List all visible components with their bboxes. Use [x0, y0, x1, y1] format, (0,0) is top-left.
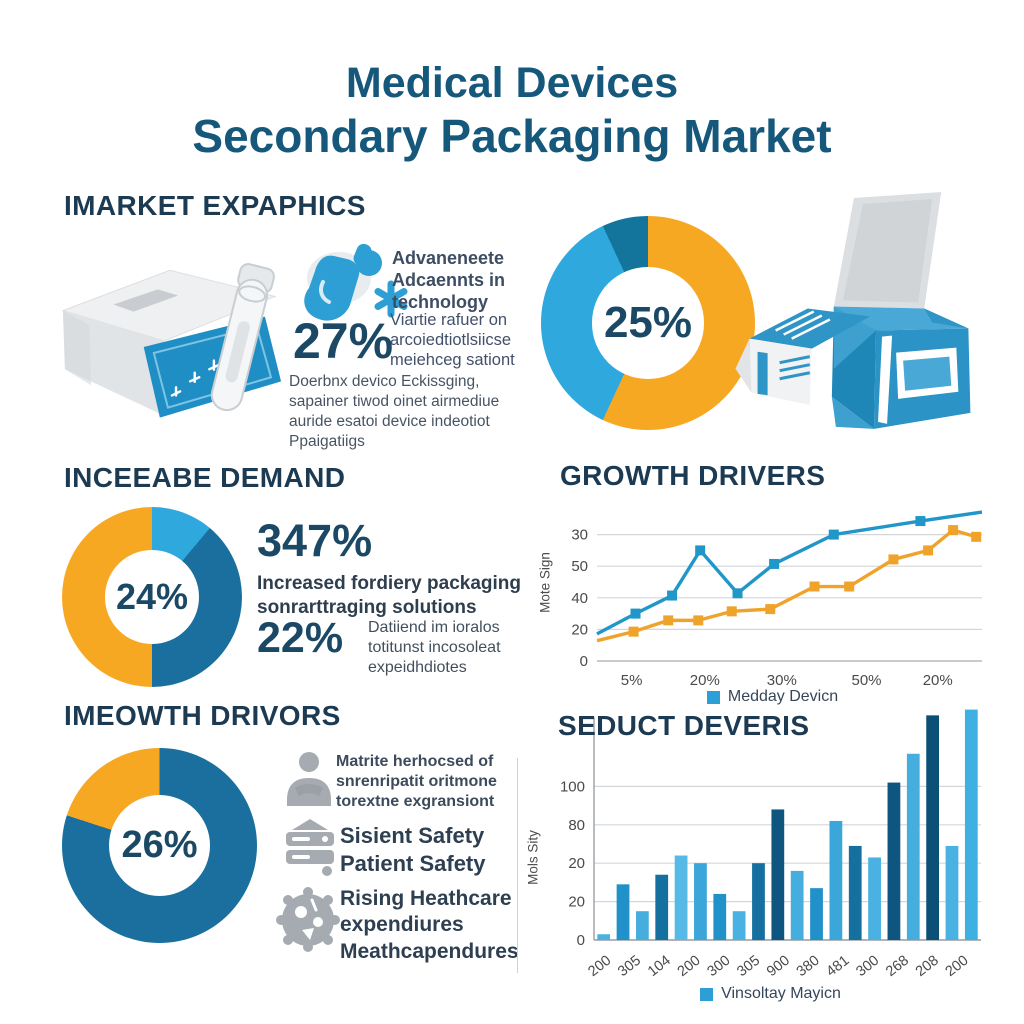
bar-chart-left-divider: [517, 758, 518, 973]
svg-text:481: 481: [824, 953, 853, 981]
svg-text:300: 300: [704, 953, 733, 981]
page-title: Medical Devices Secondary Packaging Mark…: [0, 58, 1024, 163]
section-heading-drivers: IMEOWTH DRIVORS: [64, 700, 341, 731]
svg-text:80: 80: [568, 817, 585, 834]
legend-label: Medday Devicn: [727, 688, 839, 705]
vial: [210, 263, 275, 412]
title-line-2: Secondary Packaging Market: [192, 109, 832, 162]
product-chart-legend: Vinsoltay Mayicn: [548, 985, 993, 1003]
svg-text:5%: 5%: [621, 672, 643, 689]
legend-swatch: [706, 690, 720, 704]
demand-stat1-desc: Increased fordiery packaging sonrarttrag…: [257, 573, 521, 618]
driver-item-3-text: Rising Heathcare expendiures Meathcapend…: [340, 887, 519, 963]
small-box-label-lines: [775, 310, 831, 340]
svg-text:305: 305: [734, 953, 763, 981]
driver-item-2-text: Sisient Safety Patient Safety: [340, 823, 486, 876]
title-line-1: Medical Devices: [345, 59, 679, 107]
svg-text:305: 305: [615, 953, 644, 981]
demand-stat1-value: 347%: [257, 515, 373, 566]
svg-text:268: 268: [883, 953, 912, 981]
section-heading-product: SEDUCT DEVERIS: [558, 710, 810, 741]
svg-text:20%: 20%: [690, 672, 720, 689]
section-heading-market: IMARKET EXPAPHICS: [64, 190, 366, 221]
legend-swatch: [700, 987, 714, 1001]
section-heading-demand: INCEEABE DEMAND: [64, 462, 346, 493]
packaging-boxes-illustration: [735, 192, 971, 429]
growth-line-chart: 0 20 40 50 30 5% 20% 30% 50% 20%: [571, 510, 983, 689]
donut-26-hole: 26%: [108, 794, 211, 897]
legend-label: Vinsoltay Mayicn: [721, 985, 841, 1002]
gear-icon: [276, 887, 340, 952]
svg-text:0: 0: [577, 932, 585, 949]
svg-text:200: 200: [585, 953, 614, 981]
person-icon: [287, 752, 331, 806]
svg-text:50: 50: [571, 558, 588, 575]
donut-25-value: 25%: [603, 298, 693, 347]
donut-24-value: 24%: [115, 576, 189, 617]
demand-stat2-value: 22%: [257, 614, 344, 662]
donut-chart-26: 26%: [62, 748, 257, 943]
svg-text:200: 200: [943, 953, 972, 981]
svg-text:200: 200: [675, 953, 704, 981]
server-icon: [286, 819, 334, 876]
market-paragraph: Doerbnx devico Eckissging, sapainer tiwo…: [289, 373, 500, 451]
growth-chart-legend: Medday Devicn: [555, 688, 990, 706]
market-stat1-label: Advaneneete Adcaennts in technology: [392, 248, 506, 312]
growth-chart-y-axis-title: Mote Sign: [537, 552, 553, 613]
svg-text:900: 900: [764, 953, 793, 981]
donut-26-value: 26%: [121, 824, 198, 866]
market-stat1-desc: Viartie rafuer on arcoiedtiotlsiicse mei…: [390, 311, 515, 370]
product-chart-y-axis-title: Mols Sity: [525, 830, 541, 885]
svg-text:0: 0: [580, 653, 588, 670]
svg-text:40: 40: [571, 590, 588, 607]
inhaler-icon: [304, 243, 408, 321]
market-stat1-value: 27%: [293, 313, 394, 369]
svg-text:20%: 20%: [923, 672, 953, 689]
donut-25-hole: 25%: [592, 267, 704, 379]
svg-text:208: 208: [913, 953, 942, 981]
svg-text:20: 20: [571, 621, 588, 638]
box-stripe-lines: [779, 355, 811, 381]
donut-chart-24: 24%: [62, 507, 242, 687]
svg-text:50%: 50%: [851, 672, 881, 689]
svg-text:20: 20: [568, 855, 585, 872]
asterisk-icon: [374, 280, 408, 318]
demand-stat2-desc: Datiiend im ioralos totitunst incosoleat…: [368, 619, 501, 676]
svg-text:30%: 30%: [767, 672, 797, 689]
svg-text:104: 104: [645, 953, 674, 981]
svg-text:30: 30: [571, 527, 588, 544]
svg-text:380: 380: [794, 953, 823, 981]
packaging-box-vial-illustration: [61, 263, 282, 418]
donut-chart-25: 25%: [541, 216, 755, 430]
section-heading-growth: GROWTH DRIVERS: [560, 460, 826, 491]
star-dashes: [170, 346, 237, 397]
svg-text:300: 300: [853, 953, 882, 981]
donut-24-hole: 24%: [105, 550, 199, 644]
svg-text:20: 20: [568, 894, 585, 911]
driver-item-1-text: Matrite herhocsed of snrenripatit oritmo…: [336, 753, 497, 810]
svg-text:100: 100: [560, 778, 585, 795]
